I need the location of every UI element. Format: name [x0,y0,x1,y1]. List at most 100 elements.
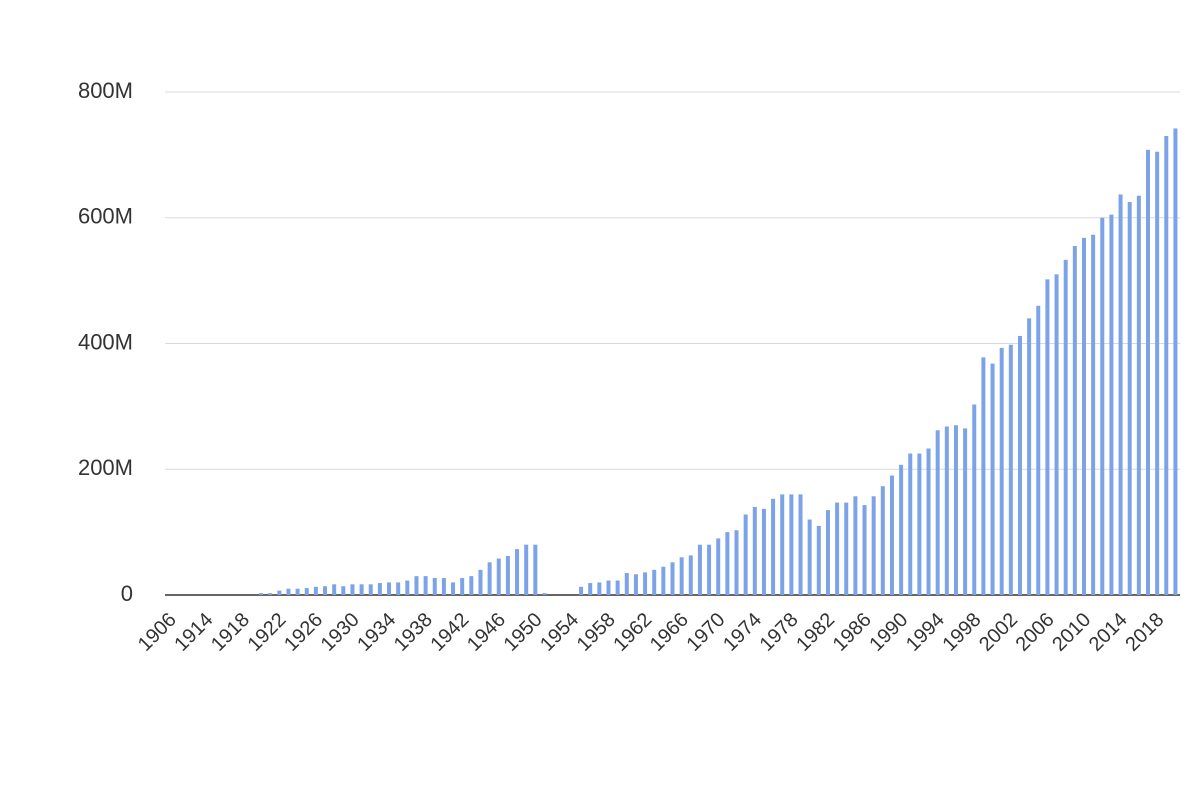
bar [953,425,958,595]
bar [515,549,520,595]
x-tick-label: 1974 [719,609,766,656]
bar [341,586,346,595]
bar [1164,136,1169,595]
bar [478,569,483,595]
x-tick-label: 1998 [939,609,986,656]
bar [871,496,876,595]
bar [469,576,474,595]
x-tick-label: 1982 [792,609,839,656]
bar [313,586,318,595]
bar [387,582,392,595]
bar [1109,214,1114,595]
bar [917,453,922,595]
bar [1173,128,1178,595]
bar [816,525,821,595]
x-tick-label: 1930 [317,609,364,656]
x-tick-label: 1914 [170,609,217,656]
y-tick-label: 0 [121,581,133,606]
bar [615,580,620,595]
bar [707,544,712,595]
y-tick-label: 800M [78,78,133,103]
bar [432,578,437,595]
bar [1155,151,1160,595]
bar [533,544,538,595]
bar [542,593,547,595]
bar [688,555,693,595]
bar [1054,274,1059,595]
x-tick-label: 2010 [1048,609,1095,656]
x-tick-label: 1970 [682,609,729,656]
bar [304,588,309,595]
bar [697,544,702,595]
bar [597,582,602,595]
bar [1063,259,1068,595]
bar [853,496,858,595]
bar [332,584,337,595]
bar [405,580,410,595]
x-tick-label: 1962 [609,609,656,656]
bar [1072,246,1077,595]
bar [1045,279,1050,595]
bar [807,519,812,595]
bar [780,494,785,595]
x-tick-label: 1906 [134,609,181,656]
bar [588,583,593,595]
bar [862,505,867,595]
bar [844,502,849,595]
y-tick-label: 200M [78,455,133,480]
bar [579,586,584,595]
x-tick-label: 1966 [646,609,693,656]
bar [377,583,382,595]
x-tick-label: 1994 [902,609,949,656]
bar [524,544,529,595]
bar [661,566,666,595]
bar [423,576,428,595]
bar [505,556,510,595]
bar [716,538,721,595]
x-tick-label: 1926 [280,609,327,656]
bar [944,426,949,595]
x-tick-label: 1942 [426,609,473,656]
bar [1145,149,1150,595]
bar [359,584,364,595]
bar [460,578,465,595]
bar [999,347,1004,595]
bar [323,586,328,595]
bar [926,448,931,595]
bar [899,464,904,595]
bar [268,593,273,595]
bar [1027,318,1032,595]
x-tick-label: 1990 [865,609,912,656]
x-tick-label: 2006 [1012,609,1059,656]
bar [908,453,913,595]
bar [752,506,757,595]
bar [396,582,401,595]
bar [771,498,776,595]
bar [935,430,940,595]
bar [624,572,629,595]
bar [1100,217,1105,595]
x-tick-label: 1978 [756,609,803,656]
bar [789,494,794,595]
x-tick-label: 1958 [573,609,620,656]
bar [1127,202,1132,595]
bar [981,357,986,595]
bar [643,572,648,595]
bar [880,486,885,595]
x-tick-label: 2014 [1085,609,1132,656]
bar [679,557,684,595]
bar [368,584,373,595]
x-tick-label: 1938 [390,609,437,656]
bar [286,588,291,595]
bar [990,363,995,595]
bar [451,582,456,595]
bar [414,576,419,595]
x-tick-label: 1986 [829,609,876,656]
bar [1008,344,1013,595]
bar [743,514,748,595]
bar [1136,195,1141,595]
bar [350,584,355,595]
bar [670,562,675,595]
x-tick-label: 1950 [500,609,547,656]
